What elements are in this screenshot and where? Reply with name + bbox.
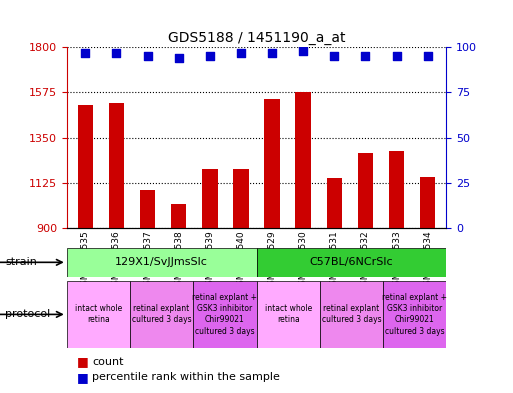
Point [237,50,245,56]
Bar [193,281,256,348]
Text: C57BL/6NCrSlc: C57BL/6NCrSlc [309,257,393,267]
Bar [358,152,373,228]
Bar [67,248,256,277]
Point [330,53,339,59]
Point [174,55,183,61]
Bar [383,281,446,348]
Text: intact whole
retina: intact whole retina [75,304,122,325]
Bar [264,99,280,228]
Text: strain: strain [5,257,37,267]
Point [392,53,401,59]
Bar [171,204,187,228]
Point [206,53,214,59]
Text: ■: ■ [77,355,89,368]
Bar [256,248,446,277]
Bar [256,281,320,348]
Text: intact whole
retina: intact whole retina [265,304,312,325]
Text: protocol: protocol [5,309,50,320]
Text: count: count [92,356,124,367]
Bar [67,281,130,348]
Bar [202,169,218,228]
Bar [109,103,124,228]
Point [81,50,89,56]
Text: retinal explant +
GSK3 inhibitor
Chir99021
cultured 3 days: retinal explant + GSK3 inhibitor Chir990… [192,293,258,336]
Point [299,48,307,54]
Bar [233,169,249,228]
Text: ■: ■ [77,371,89,384]
Bar [295,92,311,228]
Point [144,53,152,59]
Text: retinal explant +
GSK3 inhibitor
Chir99021
cultured 3 days: retinal explant + GSK3 inhibitor Chir990… [382,293,447,336]
Bar [140,190,155,228]
Title: GDS5188 / 1451190_a_at: GDS5188 / 1451190_a_at [168,31,345,45]
Bar [320,281,383,348]
Point [424,53,432,59]
Text: percentile rank within the sample: percentile rank within the sample [92,372,280,382]
Point [361,53,369,59]
Bar [420,177,436,228]
Bar [326,178,342,228]
Bar [130,281,193,348]
Point [112,50,121,56]
Bar [389,151,404,228]
Text: retinal explant
cultured 3 days: retinal explant cultured 3 days [132,304,191,325]
Text: retinal explant
cultured 3 days: retinal explant cultured 3 days [322,304,381,325]
Point [268,50,276,56]
Text: 129X1/SvJJmsSlc: 129X1/SvJJmsSlc [115,257,208,267]
Bar [77,105,93,228]
